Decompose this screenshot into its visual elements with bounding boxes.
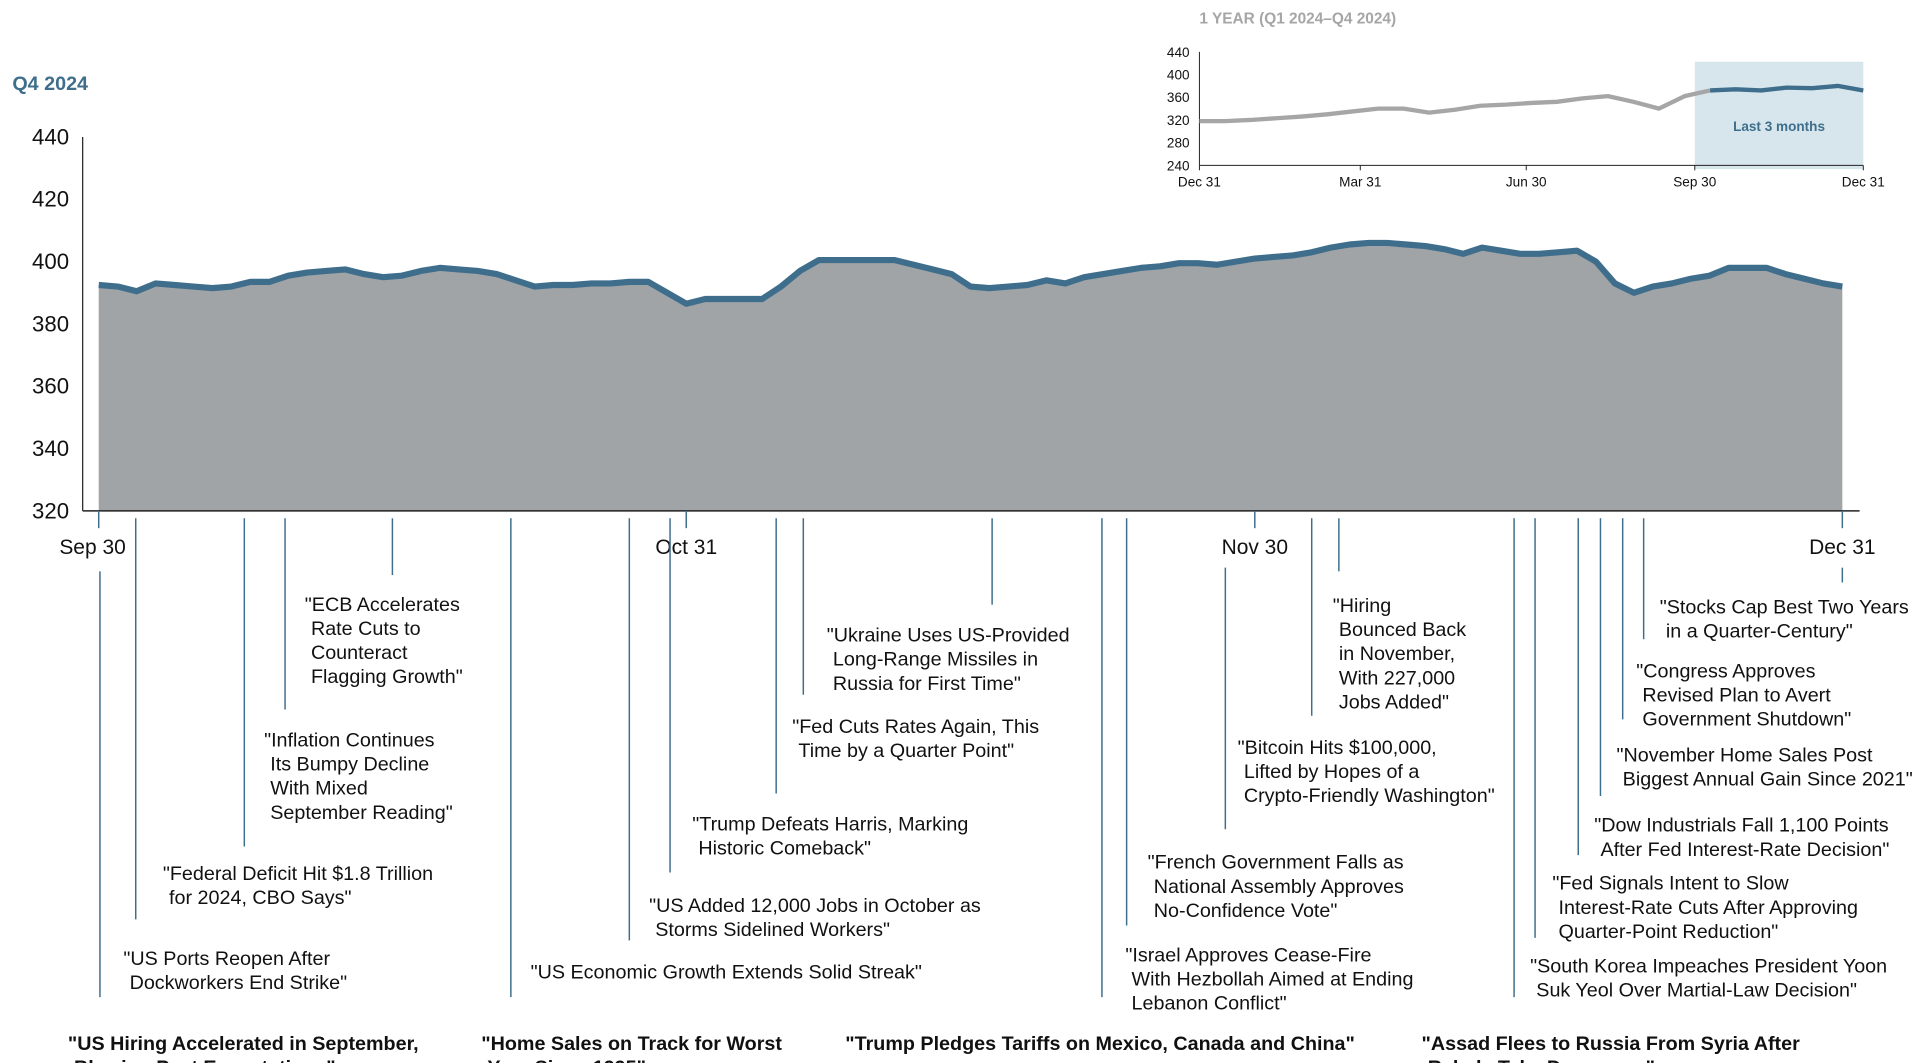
annotation: Lebanon Conflict" — [1132, 992, 1287, 1014]
x-tick-label: Jun 30 — [1506, 174, 1547, 189]
area — [98, 242, 1843, 511]
annotation: Counteract — [311, 642, 408, 664]
annotation: Jobs Added" — [1339, 691, 1449, 713]
y-tick-label: 440 — [1167, 45, 1190, 60]
annotation: for 2024, CBO Says" — [169, 887, 352, 909]
annotation: "Fed Cuts Rates Again, This — [792, 716, 1039, 738]
annotation: No-Confidence Vote" — [1154, 900, 1338, 922]
annotation: "Home Sales on Track for Worst — [481, 1033, 782, 1055]
annotation: "Congress Approves — [1636, 660, 1815, 682]
annotation: Biggest Annual Gain Since 2021" — [1623, 768, 1913, 790]
annotation: September Reading" — [270, 802, 453, 824]
x-tick-label: Sep 30 — [59, 536, 125, 559]
annotation: Long-Range Missiles in — [833, 649, 1038, 671]
annotation: Blowing Past Expectations" — [74, 1057, 336, 1063]
annotation: "French Government Falls as — [1148, 852, 1404, 874]
x-tick-label: Dec 31 — [1842, 174, 1885, 189]
annotation: With Mixed — [270, 778, 368, 800]
annotation: "Dow Industrials Fall 1,100 Points — [1594, 815, 1889, 837]
y-tick-label: 280 — [1167, 136, 1190, 151]
annotation: Bounced Back — [1339, 619, 1466, 641]
y-tick-label: 400 — [1167, 67, 1190, 82]
line — [1199, 88, 1711, 124]
annotation: Revised Plan to Avert — [1642, 685, 1831, 707]
annotation: Dockworkers End Strike" — [130, 972, 348, 994]
x-tick-label: Dec 31 — [1178, 174, 1221, 189]
annotation: Russia for First Time" — [833, 673, 1021, 695]
annotation: "Israel Approves Cease-Fire — [1125, 944, 1371, 966]
annotation: "US Ports Reopen After — [123, 948, 330, 970]
annotation: After Fed Interest-Rate Decision" — [1600, 839, 1889, 861]
x-tick-label: Dec 31 — [1809, 536, 1875, 559]
y-tick-label: 400 — [32, 249, 69, 274]
annotation: "US Added 12,000 Jobs in October as — [649, 895, 981, 917]
inset-title: 1 YEAR (Q1 2024–Q4 2024) — [1199, 10, 1396, 27]
annotation: Time by a Quarter Point" — [798, 740, 1014, 762]
annotation: "Bitcoin Hits $100,000, — [1238, 737, 1437, 759]
annotation: "Trump Pledges Tariffs on Mexico, Canada… — [845, 1033, 1355, 1055]
line — [1710, 83, 1864, 93]
annotation: "US Hiring Accelerated in September, — [68, 1033, 419, 1055]
y-tick-label: 420 — [32, 187, 69, 212]
x-tick-label: Nov 30 — [1222, 536, 1288, 559]
annotation: "Federal Deficit Hit $1.8 Trillion — [163, 863, 433, 885]
annotation: Government Shutdown" — [1642, 709, 1851, 731]
y-tick-label: 240 — [1167, 158, 1190, 173]
y-tick-label: 360 — [32, 374, 69, 399]
annotation: With 227,000 — [1339, 667, 1455, 689]
annotation: Rebels Take Damascus" — [1428, 1057, 1655, 1063]
annotation: "Trump Defeats Harris, Marking — [692, 813, 968, 835]
annotation: "ECB Accelerates — [305, 594, 460, 616]
annotation: With Hezbollah Aimed at Ending — [1132, 968, 1414, 990]
annotation: "Ukraine Uses US-Provided — [827, 625, 1070, 647]
annotation: "Assad Flees to Russia From Syria After — [1422, 1033, 1801, 1055]
annotation: "Inflation Continues — [264, 730, 435, 752]
annotation: in a Quarter-Century" — [1666, 620, 1853, 642]
y-tick-label: 440 — [32, 124, 69, 149]
y-tick-label: 320 — [32, 498, 69, 523]
annotation: "Stocks Cap Best Two Years — [1660, 596, 1909, 618]
y-tick-label: 360 — [1167, 90, 1190, 105]
highlight-label: Last 3 months — [1733, 119, 1825, 134]
annotation: Crypto-Friendly Washington" — [1244, 785, 1495, 807]
annotation: "Hiring — [1333, 595, 1392, 617]
x-tick-label: Mar 31 — [1339, 174, 1381, 189]
x-tick-label: Oct 31 — [655, 536, 717, 559]
annotation: Lifted by Hopes of a — [1244, 761, 1420, 783]
annotation: Interest-Rate Cuts After Approving — [1559, 897, 1858, 919]
annotation: Storms Sidelined Workers" — [655, 919, 890, 941]
annotation: "Fed Signals Intent to Slow — [1552, 873, 1789, 895]
highlight — [1694, 61, 1864, 170]
annotation: Quarter-Point Reduction" — [1559, 921, 1779, 943]
annotation: Flagging Growth" — [311, 666, 463, 688]
chart-title: Q4 2024 — [12, 73, 88, 95]
annotation: in November, — [1339, 643, 1455, 665]
annotation: Year Since 1995" — [487, 1057, 646, 1063]
annotation: "November Home Sales Post — [1617, 744, 1873, 766]
line — [98, 239, 1843, 307]
y-tick-label: 340 — [32, 436, 69, 461]
annotation: Historic Comeback" — [698, 838, 871, 860]
x-tick-label: Sep 30 — [1673, 174, 1716, 189]
annotation: "South Korea Impeaches President Yoon — [1530, 955, 1887, 977]
annotation: "US Economic Growth Extends Solid Streak… — [531, 962, 922, 984]
annotation: National Assembly Approves — [1154, 876, 1404, 898]
annotation: Its Bumpy Decline — [270, 754, 429, 776]
y-tick-label: 380 — [32, 311, 69, 336]
y-tick-label: 320 — [1167, 113, 1190, 128]
annotation: Suk Yeol Over Martial-Law Decision" — [1536, 979, 1857, 1001]
annotation: Rate Cuts to — [311, 618, 421, 640]
